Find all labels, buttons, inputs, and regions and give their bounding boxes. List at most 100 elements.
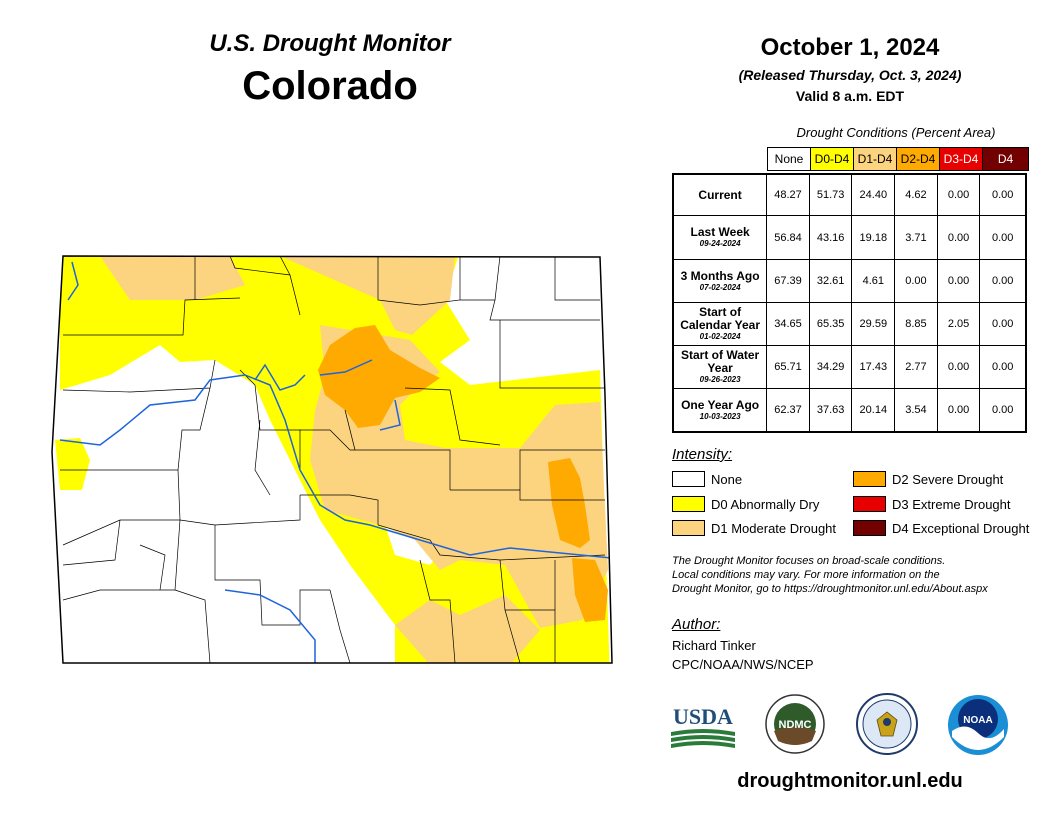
legend-swatch-d3 <box>853 496 886 512</box>
noaa-logo: NOAA <box>948 695 1008 755</box>
row-date: 09-26-2023 <box>699 375 741 384</box>
table-header: None D0-D4 D1-D4 D2-D4 D3-D4 D4 <box>767 147 1029 171</box>
table-row: Current 48.27 51.73 24.40 4.62 0.00 0.00 <box>674 175 1025 216</box>
svg-text:USDA: USDA <box>673 704 733 729</box>
table-cell: 65.71 <box>767 346 810 388</box>
map-subtitle: U.S. Drought Monitor <box>209 30 451 57</box>
table-cell: 0.00 <box>938 175 981 215</box>
note-line: The Drought Monitor focuses on broad-sca… <box>672 555 946 567</box>
d2-region-front-range <box>318 325 440 428</box>
table-cell: 62.37 <box>767 389 810 431</box>
row-date: 07-02-2024 <box>699 282 741 292</box>
col-header-d3-d4: D3-D4 <box>940 148 983 170</box>
table-cell: 37.63 <box>810 389 853 431</box>
note-line: Drought Monitor, go to https://droughtmo… <box>672 583 988 595</box>
table-cell: 43.16 <box>810 216 853 259</box>
svg-text:NOAA: NOAA <box>963 715 992 726</box>
table-cell: 32.61 <box>810 260 853 302</box>
d1-region-north <box>280 256 455 335</box>
d0-region-west <box>55 438 90 490</box>
ndmc-logo: NDMC <box>765 694 825 754</box>
table-cell: 0.00 <box>992 189 1014 201</box>
table-cell: 19.18 <box>852 216 896 259</box>
table-cell: 51.73 <box>810 175 853 215</box>
legend-swatch-d4 <box>853 520 886 536</box>
row-label-text: Start of Water Year <box>680 348 760 375</box>
state-outline <box>51 255 613 664</box>
table-cell: 29.59 <box>852 303 896 345</box>
col-header-d4: D4 <box>983 148 1028 170</box>
table-cell: 8.85 <box>895 303 938 345</box>
table-cell: 0.00 <box>938 216 981 259</box>
table-cell: 4.62 <box>895 175 938 215</box>
table-cell: 17.43 <box>852 346 896 388</box>
legend-item-d4: D4 Exceptional Drought <box>853 520 1029 536</box>
table-cell: 0.00 <box>992 318 1014 330</box>
table-cell: 34.29 <box>810 346 853 388</box>
table-cell: 3.54 <box>895 389 938 431</box>
row-label-text: Current <box>698 187 742 202</box>
map-date: October 1, 2024 <box>760 34 940 61</box>
row-label: Start of Water Year 09-26-2023 <box>674 346 768 388</box>
legend-swatch-d2 <box>853 471 886 487</box>
table-cell: 0.00 <box>992 404 1014 416</box>
row-date: 10-03-2023 <box>699 411 741 421</box>
table-cell: 0.00 <box>992 275 1014 287</box>
table-row: Last Week 09-24-2024 56.84 43.16 19.18 3.71 0.… <box>674 216 1025 260</box>
col-header-d2-d4: D2-D4 <box>897 148 940 170</box>
legend-label-d3: D3 Extreme Drought <box>892 496 1011 512</box>
row-date: 09-24-2024 <box>699 239 741 248</box>
table-cell: 0.00 <box>938 260 981 302</box>
author-name: Richard Tinker <box>672 638 756 653</box>
table-row: One Year Ago 10-03-2023 62.37 37.63 20.14 3.5… <box>674 389 1025 431</box>
table-cell: 20.14 <box>852 389 896 431</box>
usda-logo: USDA <box>671 704 735 748</box>
table-cell: 2.77 <box>895 346 938 388</box>
author-org: CPC/NOAA/NWS/NCEP <box>672 657 814 672</box>
table-cell: 3.71 <box>895 216 938 259</box>
row-date: 01-02-2024 <box>699 332 741 341</box>
commerce-seal-logo <box>856 693 918 755</box>
legend-item-d0: D0 Abnormally Dry <box>672 496 819 512</box>
table-cell: 67.39 <box>767 260 810 302</box>
table-row: 3 Months Ago 07-02-2024 67.39 32.61 4.61 0.00… <box>674 260 1025 303</box>
table-cell: 0.00 <box>895 260 938 302</box>
legend-item-d1: D1 Moderate Drought <box>672 520 836 536</box>
row-label: Current <box>674 175 768 215</box>
table-cell: 24.40 <box>852 175 896 215</box>
d1-region-northwest <box>100 256 245 300</box>
svg-text:NDMC: NDMC <box>779 719 812 731</box>
table-cell: 65.35 <box>810 303 853 345</box>
note-line: Local conditions may vary. For more info… <box>672 569 940 581</box>
table-cell: 34.65 <box>767 303 810 345</box>
county-lines <box>60 256 606 663</box>
d1-region-south <box>395 595 540 663</box>
legend-label-d4: D4 Exceptional Drought <box>892 520 1030 536</box>
row-label: 3 Months Ago 07-02-2024 <box>674 260 768 302</box>
legend-swatch-none <box>672 471 705 487</box>
legend-label-d2: D2 Severe Drought <box>892 471 1004 487</box>
table-cell: 2.05 <box>938 303 981 345</box>
table-cell: 0.00 <box>992 231 1014 244</box>
table-cell: 0.00 <box>938 389 981 431</box>
footer-url[interactable]: droughtmonitor.unl.edu <box>737 770 963 792</box>
table-row: Start of Calendar Year 01-02-2024 34.65 65.… <box>674 303 1025 346</box>
legend-label-d1: D1 Moderate Drought <box>711 520 837 536</box>
row-label-text: One Year Ago <box>681 397 760 412</box>
legend-item-none: None <box>672 471 742 487</box>
col-header-d1-d4: D1-D4 <box>854 148 897 170</box>
row-label: One Year Ago 10-03-2023 <box>674 389 768 431</box>
legend-item-d3: D3 Extreme Drought <box>853 496 1011 512</box>
state-title: Colorado <box>242 64 418 108</box>
table-row: Start of Water Year 09-26-2023 65.71 34.29 1… <box>674 346 1025 389</box>
legend-item-d2: D2 Severe Drought <box>853 471 1003 487</box>
legend-label-none: None <box>711 471 743 487</box>
d2-region-east <box>548 458 590 548</box>
col-header-d0-d4: D0-D4 <box>811 148 854 170</box>
legend-swatch-d1 <box>672 520 705 536</box>
table-cell: 0.00 <box>938 346 981 388</box>
legend-label-d0: D0 Abnormally Dry <box>711 496 820 512</box>
table-cell: 0.00 <box>992 361 1014 373</box>
rivers <box>59 261 612 663</box>
